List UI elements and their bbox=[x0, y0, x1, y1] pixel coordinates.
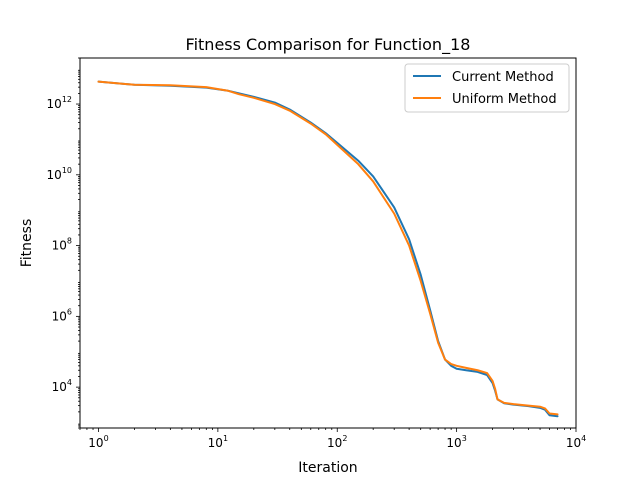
x-tick-exponent: 1 bbox=[223, 434, 228, 443]
legend-label-0: Current Method bbox=[452, 70, 554, 85]
y-tick-base: 10 bbox=[52, 239, 67, 253]
chart-title: Fitness Comparison for Function_18 bbox=[186, 35, 471, 55]
legend-label-1: Uniform Method bbox=[452, 92, 557, 107]
y-tick-label: 104 bbox=[52, 378, 72, 394]
x-tick-label: 101 bbox=[208, 434, 228, 450]
y-tick-label: 106 bbox=[52, 307, 72, 323]
x-tick-exponent: 0 bbox=[104, 434, 109, 443]
y-tick-label: 1010 bbox=[47, 166, 72, 182]
x-axis-label: Iteration bbox=[298, 460, 357, 476]
legend-box bbox=[404, 63, 570, 113]
legend: Current Method Uniform Method bbox=[404, 63, 570, 113]
x-tick-label: 100 bbox=[88, 434, 108, 450]
x-tick-exponent: 4 bbox=[581, 434, 586, 443]
x-axis: 100 101 102 103 104 bbox=[79, 428, 586, 450]
y-tick-exponent: 10 bbox=[62, 166, 72, 175]
x-tick-label: 103 bbox=[446, 434, 466, 450]
x-tick-label: 102 bbox=[327, 434, 347, 450]
y-tick-base: 10 bbox=[52, 309, 67, 323]
y-tick-base: 10 bbox=[52, 380, 67, 394]
x-tick-base: 10 bbox=[88, 436, 103, 450]
x-tick-label: 104 bbox=[566, 434, 586, 450]
y-tick-label: 108 bbox=[52, 237, 72, 253]
y-tick-base: 10 bbox=[47, 168, 62, 182]
series-line-1 bbox=[97, 80, 559, 416]
y-tick-base: 10 bbox=[47, 97, 62, 111]
y-axis-label: Fitness bbox=[19, 219, 35, 268]
y-tick-label: 1012 bbox=[47, 95, 72, 111]
x-tick-base: 10 bbox=[208, 436, 223, 450]
y-tick-exponent: 4 bbox=[67, 378, 72, 387]
x-tick-exponent: 2 bbox=[342, 434, 347, 443]
axes-frame bbox=[79, 57, 577, 429]
x-tick-base: 10 bbox=[566, 436, 581, 450]
x-tick-exponent: 3 bbox=[462, 434, 467, 443]
y-tick-exponent: 6 bbox=[67, 307, 72, 316]
y-tick-exponent: 8 bbox=[67, 237, 72, 246]
x-tick-base: 10 bbox=[327, 436, 342, 450]
y-tick-exponent: 12 bbox=[62, 95, 72, 104]
x-tick-base: 10 bbox=[446, 436, 461, 450]
plot-area bbox=[97, 80, 559, 418]
